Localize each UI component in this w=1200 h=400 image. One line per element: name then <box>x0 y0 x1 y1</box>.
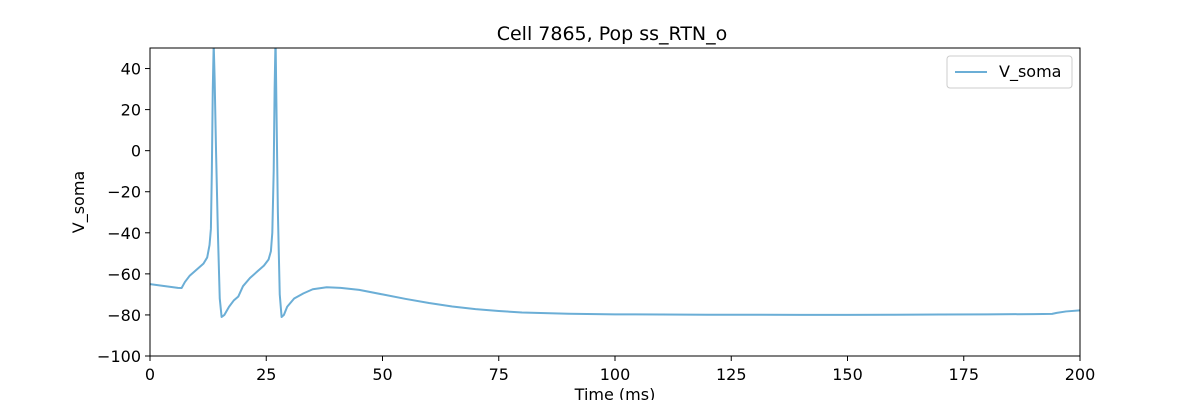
x-tick-label: 0 <box>145 365 155 384</box>
x-tick-label: 125 <box>716 365 747 384</box>
x-tick-label: 75 <box>489 365 509 384</box>
plot-frame <box>149 47 1081 357</box>
y-tick-label: −20 <box>107 183 141 202</box>
chart-title: Cell 7865, Pop ss_RTN_o <box>497 23 728 45</box>
y-tick-label: −40 <box>107 224 141 243</box>
x-tick-label: 150 <box>832 365 863 384</box>
y-tick-label: 0 <box>131 142 141 161</box>
x-tick-label: 25 <box>256 365 276 384</box>
x-axis-label: Time (ms) <box>574 385 656 400</box>
series-line-0 <box>150 48 1080 318</box>
legend-label-v-soma: V_soma <box>999 62 1061 82</box>
x-tick-label: 50 <box>372 365 392 384</box>
x-axis: 0 25 50 75 100 125 150 175 200 <box>145 356 1095 384</box>
legend: V_soma <box>946 55 1073 89</box>
y-tick-label: −100 <box>97 347 141 366</box>
y-tick-label: 40 <box>121 60 141 79</box>
y-tick-label: 20 <box>121 101 141 120</box>
y-tick-label: −80 <box>107 306 141 325</box>
x-tick-label: 200 <box>1065 365 1096 384</box>
x-tick-label: 175 <box>948 365 979 384</box>
series-layer <box>150 48 1080 318</box>
y-axis: −100 −80 −60 −40 −20 0 20 40 <box>97 60 150 366</box>
y-axis-label: V_soma <box>69 171 89 233</box>
legend-box <box>946 55 1073 89</box>
y-tick-label: −60 <box>107 265 141 284</box>
x-tick-label: 100 <box>600 365 631 384</box>
